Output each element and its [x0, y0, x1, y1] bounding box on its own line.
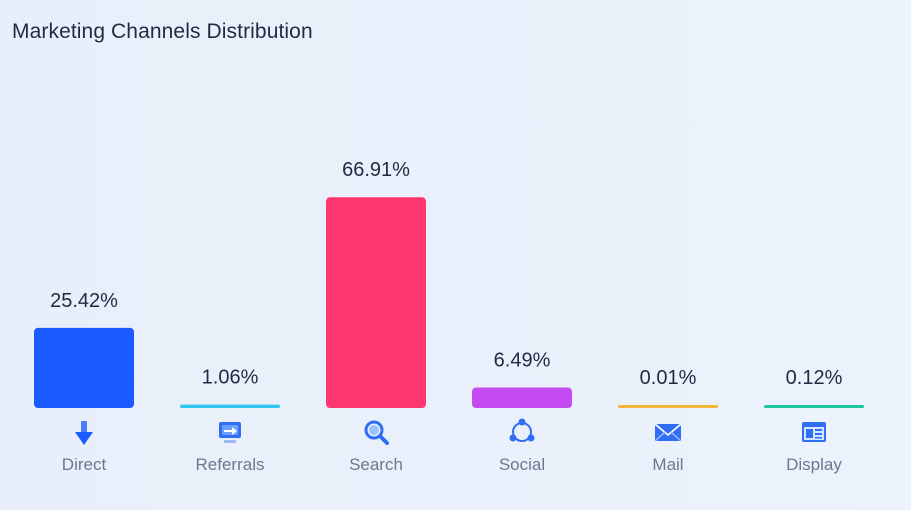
download-arrow-icon — [75, 421, 93, 445]
value-label-referrals: 1.06% — [202, 367, 259, 389]
value-label-mail: 0.01% — [640, 367, 697, 389]
bar-direct[interactable] — [34, 327, 134, 408]
chart-title: Marketing Channels Distribution — [12, 20, 313, 43]
category-label-referrals: Referrals — [196, 455, 265, 474]
search-magnifier-icon — [364, 420, 389, 445]
bar-mail[interactable] — [618, 405, 718, 408]
display-browser-icon — [802, 422, 826, 442]
value-label-display: 0.12% — [786, 367, 843, 389]
value-label-search: 66.91% — [342, 159, 410, 181]
referral-monitor-icon — [219, 422, 241, 443]
category-label-direct: Direct — [62, 455, 107, 474]
category-label-social: Social — [499, 455, 545, 474]
social-share-icon — [509, 418, 535, 442]
value-label-direct: 25.42% — [50, 290, 118, 312]
mail-envelope-icon — [654, 423, 682, 442]
category-label-display: Display — [786, 455, 842, 474]
bar-social[interactable] — [472, 387, 572, 408]
bar-search[interactable] — [326, 197, 426, 408]
bar-display[interactable] — [764, 405, 864, 408]
bar-referrals[interactable] — [180, 404, 280, 408]
value-label-social: 6.49% — [494, 350, 551, 372]
category-label-mail: Mail — [652, 455, 683, 474]
category-label-search: Search — [349, 455, 403, 474]
